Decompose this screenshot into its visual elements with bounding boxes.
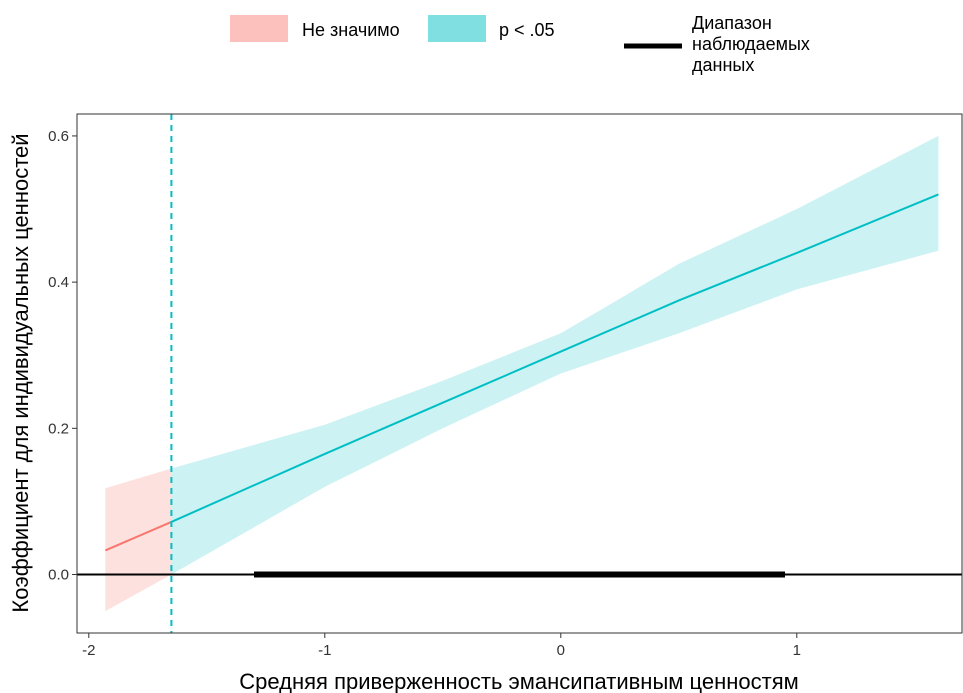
x-axis: -2 -1 0 1 <box>82 633 801 659</box>
legend-label-observed-range: Диапазон наблюдаемых данных <box>692 13 815 75</box>
confidence-band-not-significant <box>105 468 172 612</box>
legend-key-not-significant <box>230 15 288 42</box>
legend: Не значимо p < .05 Диапазон наблюдаемых … <box>230 13 815 75</box>
legend-label-observed-range-line-1: Диапазон <box>692 13 772 33</box>
legend-label-observed-range-line-2: наблюдаемых <box>692 34 810 54</box>
y-tick-label: 0.2 <box>48 420 69 437</box>
panel-border <box>76 113 963 634</box>
y-tick-label: 0.6 <box>48 128 69 145</box>
line-significant <box>170 193 939 523</box>
x-tick-label: -2 <box>82 642 95 659</box>
legend-label-not-significant: Не значимо <box>302 20 400 40</box>
y-tick-label: 0.0 <box>48 567 69 584</box>
legend-label-observed-range-line-3: данных <box>692 55 754 75</box>
legend-key-significant <box>428 15 486 42</box>
x-tick-label: 1 <box>793 642 801 659</box>
line-not-significant <box>104 520 172 552</box>
y-tick-label: 0.4 <box>48 274 69 291</box>
x-axis-title: Средняя приверженность эмансипативным це… <box>239 669 798 693</box>
y-axis-title: Коэффициент для индивидуальных ценностей <box>8 133 33 612</box>
legend-label-significant: p < .05 <box>499 20 555 40</box>
plot-area <box>77 114 962 633</box>
x-tick-label: -1 <box>318 642 331 659</box>
y-axis: 0.0 0.2 0.4 0.6 <box>48 128 77 584</box>
x-tick-label: 0 <box>557 642 565 659</box>
